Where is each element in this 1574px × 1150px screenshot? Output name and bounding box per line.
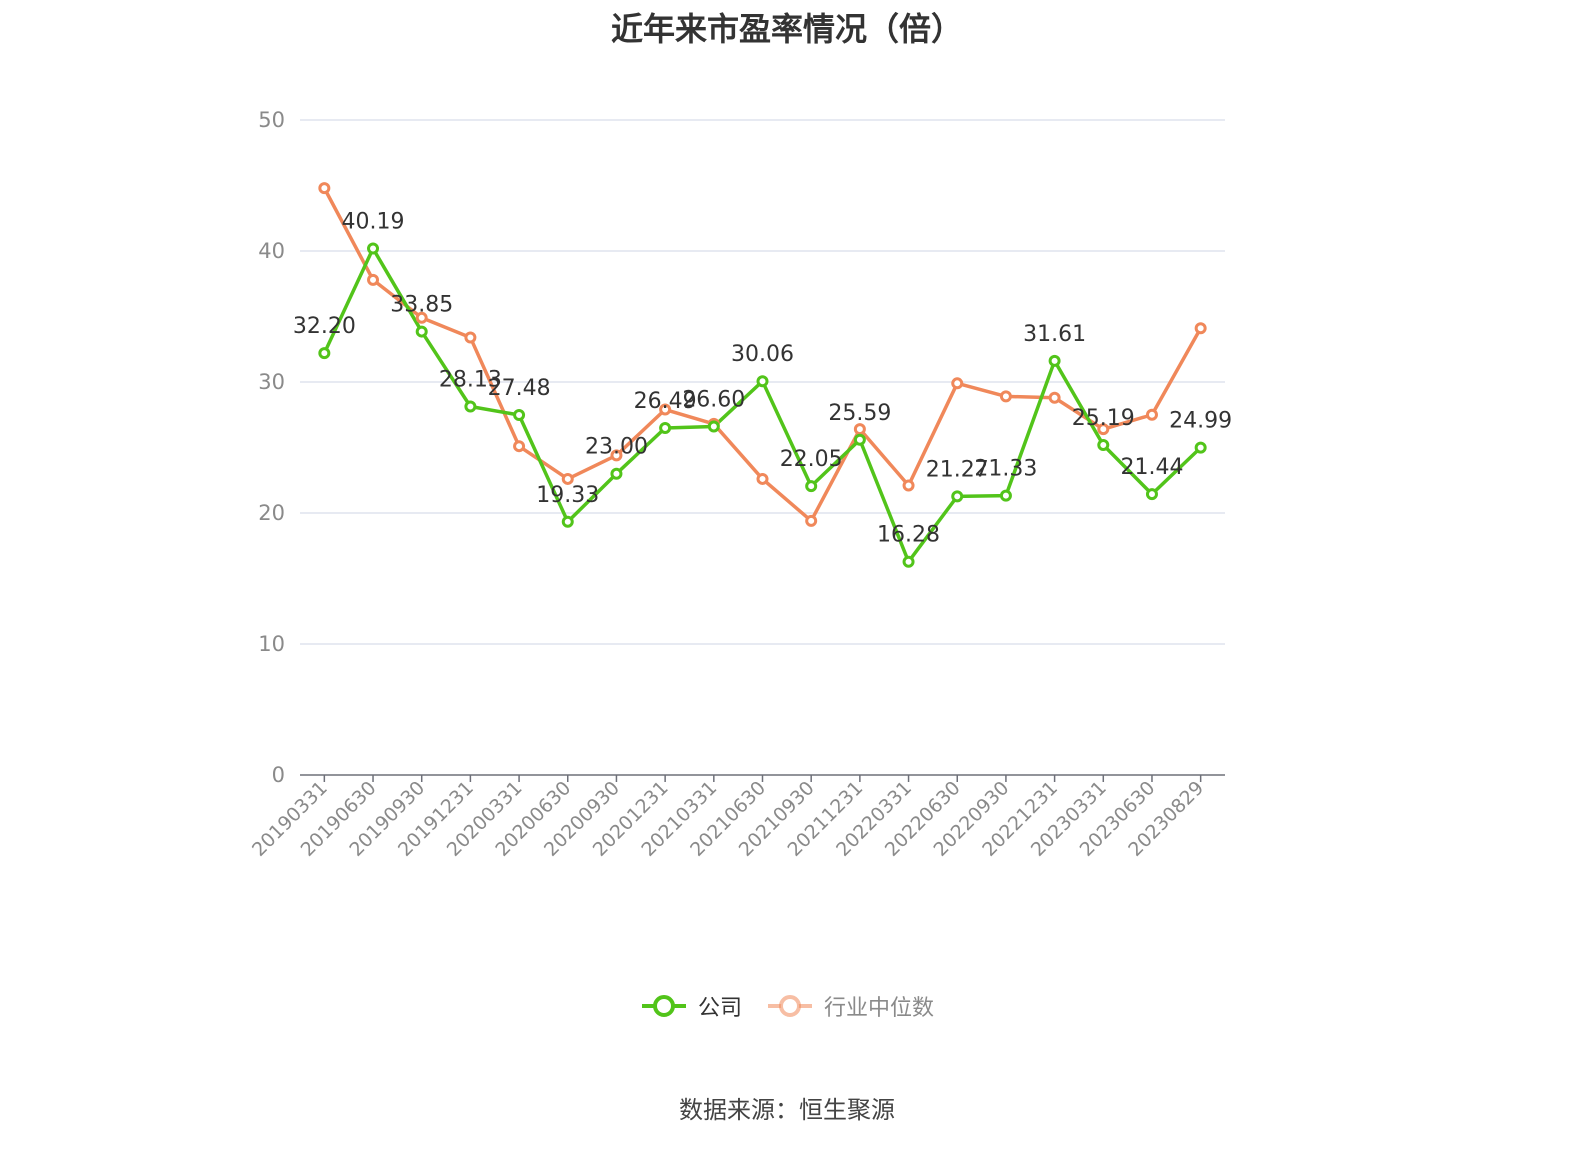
chart-title: 近年来市盈率情况（倍） [610, 10, 963, 48]
data-point-industry[interactable] [756, 472, 769, 485]
data-point-company[interactable] [464, 400, 477, 413]
data-point-company[interactable] [1097, 439, 1110, 452]
data-label: 27.48 [488, 376, 551, 401]
data-label: 32.20 [293, 314, 356, 339]
data-point-company[interactable] [1194, 441, 1207, 454]
data-label: 22.05 [780, 447, 843, 472]
data-point-company[interactable] [610, 467, 623, 480]
data-label: 31.61 [1023, 322, 1086, 347]
legend-label-industry: 行业中位数 [824, 996, 935, 1021]
y-tick-label: 20 [258, 501, 285, 525]
data-point-industry[interactable] [853, 423, 866, 436]
data-point-industry[interactable] [659, 403, 672, 416]
data-point-industry[interactable] [464, 331, 477, 344]
legend-marker-industry-icon [768, 995, 812, 1017]
source-note: 数据来源：恒生聚源 [679, 1096, 895, 1124]
data-point-company[interactable] [756, 375, 769, 388]
legend-marker-company-icon [641, 995, 686, 1017]
data-point-company[interactable] [951, 490, 964, 503]
data-point-company[interactable] [999, 489, 1012, 502]
data-label: 40.19 [342, 210, 405, 235]
data-label: 21.44 [1120, 455, 1183, 480]
data-point-industry[interactable] [561, 472, 574, 485]
data-label: 23.00 [585, 435, 648, 460]
data-point-industry[interactable] [1194, 322, 1207, 335]
y-tick-label: 0 [272, 763, 285, 787]
data-point-company[interactable] [415, 325, 428, 338]
data-point-industry[interactable] [805, 514, 818, 527]
line-chart: 0102030405020190331201906302019093020191… [248, 108, 1232, 861]
legend-item-industry[interactable]: 行业中位数 [766, 990, 934, 1022]
data-point-industry[interactable] [951, 377, 964, 390]
data-point-company[interactable] [707, 420, 720, 433]
data-point-industry[interactable] [1145, 408, 1158, 421]
data-point-company[interactable] [1145, 488, 1158, 501]
data-label: 19.33 [536, 483, 599, 508]
data-label: 21.27 [926, 457, 989, 482]
data-label: 16.28 [877, 523, 940, 548]
data-point-company[interactable] [367, 242, 380, 255]
data-point-industry[interactable] [1048, 391, 1061, 404]
data-label: 28.13 [439, 367, 502, 392]
data-point-industry[interactable] [367, 273, 380, 286]
y-tick-label: 30 [258, 370, 285, 394]
data-point-industry[interactable] [999, 390, 1012, 403]
data-point-industry[interactable] [415, 311, 428, 324]
data-label: 33.85 [390, 293, 453, 318]
data-point-company[interactable] [805, 480, 818, 493]
y-tick-label: 10 [258, 632, 285, 656]
data-label: 21.33 [974, 457, 1037, 482]
data-point-company[interactable] [1048, 354, 1061, 367]
legend: 公司 行业中位数 [0, 990, 1574, 1022]
data-point-industry[interactable] [902, 479, 915, 492]
y-tick-label: 50 [258, 108, 285, 132]
axes: 0102030405020190331201906302019093020191… [248, 108, 1225, 861]
data-label: 24.99 [1169, 409, 1232, 434]
data-label: 25.19 [1072, 406, 1135, 431]
data-label: 25.59 [828, 401, 891, 426]
data-point-industry[interactable] [610, 449, 623, 462]
legend-item-company[interactable]: 公司 [640, 990, 742, 1022]
data-label: 26.49 [634, 389, 697, 414]
data-point-company[interactable] [513, 409, 526, 422]
data-point-industry[interactable] [318, 182, 331, 195]
legend-label-company: 公司 [697, 996, 742, 1021]
y-tick-label: 40 [258, 239, 285, 263]
data-point-company[interactable] [561, 515, 574, 528]
data-label: 26.60 [682, 388, 745, 413]
data-points [318, 182, 1207, 568]
data-point-industry[interactable] [1097, 423, 1110, 436]
data-point-company[interactable] [902, 555, 915, 568]
data-point-company[interactable] [318, 347, 331, 360]
data-label: 30.06 [731, 342, 794, 367]
data-point-industry[interactable] [513, 440, 526, 453]
data-point-company[interactable] [659, 421, 672, 434]
data-point-company[interactable] [853, 433, 866, 446]
